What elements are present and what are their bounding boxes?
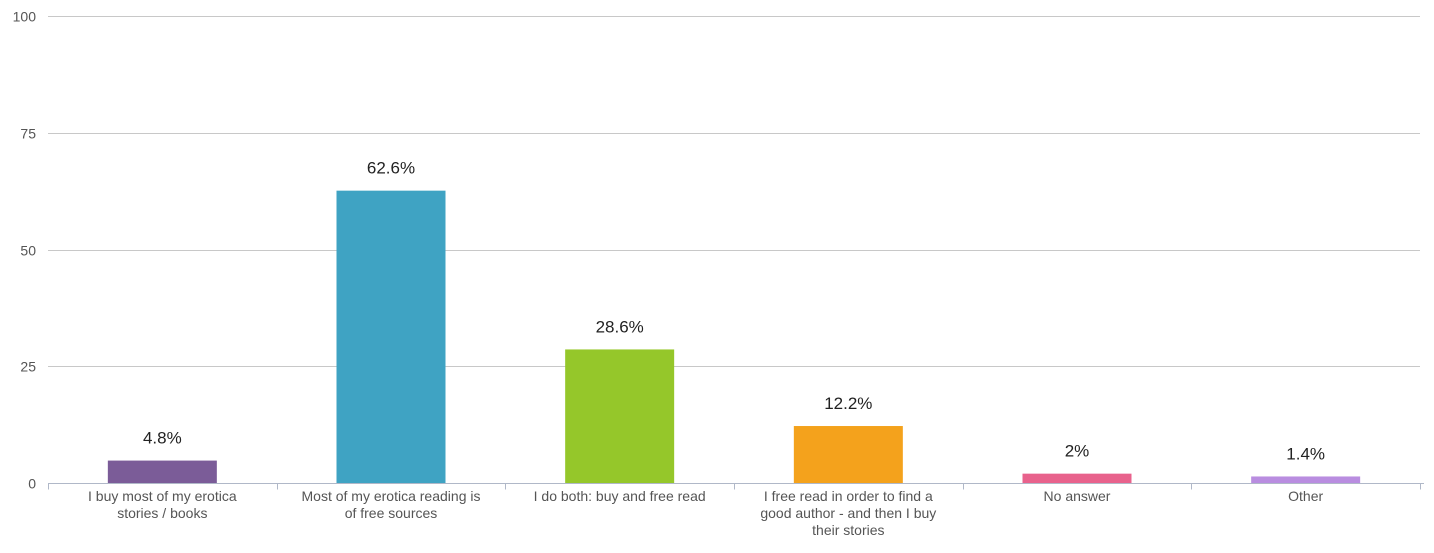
bar xyxy=(1251,476,1361,483)
data-label: 2% xyxy=(1065,442,1090,461)
x-tick-label: I free read in order to find a good auth… xyxy=(760,488,937,538)
x-tick-label: I do both: buy and free read xyxy=(533,488,706,504)
data-label: 4.8% xyxy=(143,429,182,448)
y-tick-label: 0 xyxy=(28,476,36,492)
bar xyxy=(565,349,675,483)
grid-layer: 0 25 50 75 100 xyxy=(13,9,1424,492)
bar xyxy=(1022,473,1132,483)
x-tick-label: I buy most of my erotica stories / books xyxy=(88,488,237,521)
data-label: 1.4% xyxy=(1286,444,1325,463)
bar xyxy=(793,426,903,483)
bar xyxy=(107,460,217,483)
data-label: 12.2% xyxy=(824,394,872,413)
y-tick-label: 50 xyxy=(20,243,36,259)
bar xyxy=(336,190,446,483)
x-tick-label: No answer xyxy=(1043,488,1111,504)
data-label-layer: 4.8% 62.6% 28.6% 12.2% 2% 1.4% xyxy=(143,159,1325,464)
data-label: 62.6% xyxy=(367,159,415,178)
y-tick-label: 75 xyxy=(20,126,36,142)
bar-layer xyxy=(107,190,1361,483)
y-tick-label: 100 xyxy=(13,9,37,25)
x-tick-label: Most of my erotica reading is of free so… xyxy=(301,488,481,521)
data-label: 28.6% xyxy=(596,317,644,336)
x-tick-label: Other xyxy=(1288,488,1324,504)
y-tick-label: 25 xyxy=(20,359,36,375)
